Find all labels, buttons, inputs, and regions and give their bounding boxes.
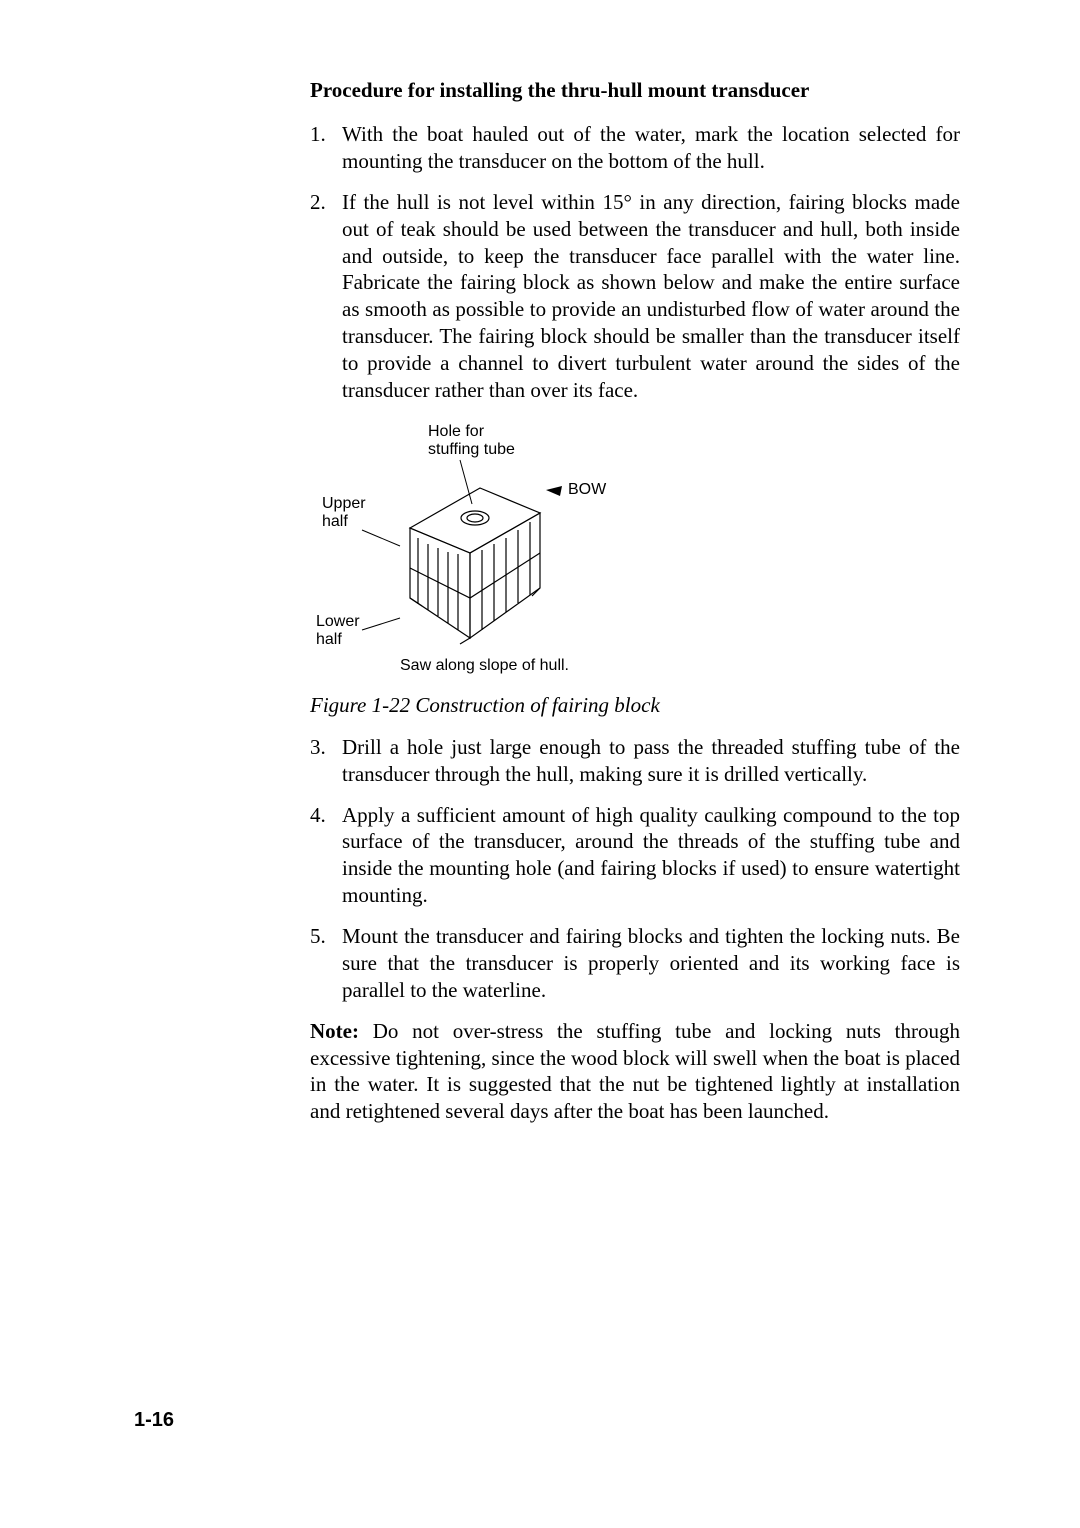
note-text: Do not over-stress the stuffing tube and… (310, 1019, 960, 1124)
figure-fairing-block: Hole for stuffing tube BOW Upper half Lo… (310, 418, 960, 683)
list-number: 3. (310, 734, 342, 788)
list-text: Drill a hole just large enough to pass t… (342, 734, 960, 788)
list-item: 5. Mount the transducer and fairing bloc… (310, 923, 960, 1004)
label-bow: BOW (568, 481, 607, 498)
list-number: 5. (310, 923, 342, 1004)
bow-arrow-icon (546, 486, 562, 496)
list-number: 1. (310, 121, 342, 175)
list-number: 4. (310, 802, 342, 910)
note-paragraph: Note: Do not over-stress the stuffing tu… (310, 1018, 960, 1126)
procedure-list: 1. With the boat hauled out of the water… (310, 121, 960, 404)
list-item: 1. With the boat hauled out of the water… (310, 121, 960, 175)
page-number: 1-16 (134, 1409, 174, 1432)
label-lower-line2: half (316, 631, 342, 648)
label-hole-line1: Hole for (428, 423, 485, 440)
list-text: If the hull is not level within 15° in a… (342, 189, 960, 404)
page-content: Procedure for installing the thru-hull m… (0, 0, 1080, 1125)
block-outline (410, 488, 540, 644)
label-upper-line1: Upper (322, 495, 366, 512)
fairing-block-diagram-svg: Hole for stuffing tube BOW Upper half Lo… (310, 418, 650, 678)
list-item: 4. Apply a sufficient amount of high qua… (310, 802, 960, 910)
list-number: 2. (310, 189, 342, 404)
procedure-list-continued: 3. Drill a hole just large enough to pas… (310, 734, 960, 1004)
label-saw: Saw along slope of hull. (400, 657, 569, 674)
list-text: Apply a sufficient amount of high qualit… (342, 802, 960, 910)
list-text: Mount the transducer and fairing blocks … (342, 923, 960, 1004)
label-hole-line2: stuffing tube (428, 441, 515, 458)
figure-caption: Figure 1-22 Construction of fairing bloc… (310, 693, 960, 718)
note-label: Note: (310, 1019, 359, 1043)
section-heading: Procedure for installing the thru-hull m… (310, 78, 960, 103)
list-text: With the boat hauled out of the water, m… (342, 121, 960, 175)
list-item: 3. Drill a hole just large enough to pas… (310, 734, 960, 788)
label-upper-line2: half (322, 513, 348, 530)
list-item: 2. If the hull is not level within 15° i… (310, 189, 960, 404)
label-lower-line1: Lower (316, 613, 360, 630)
